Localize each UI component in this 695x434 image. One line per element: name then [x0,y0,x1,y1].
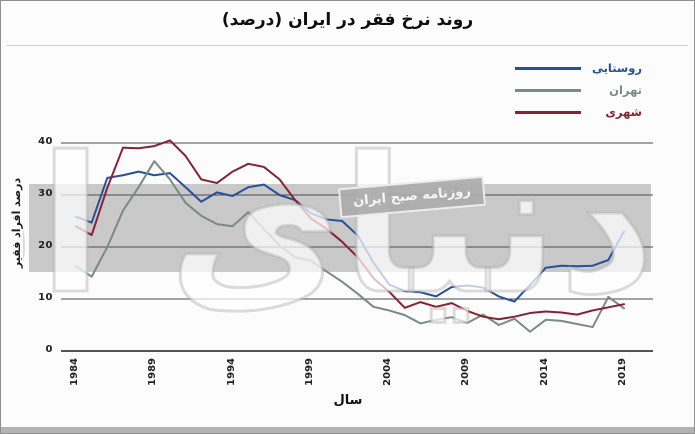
urban-line-swatch [515,110,581,114]
bottom-edge-strip [1,427,694,433]
legend-item-rural: روستایی [515,57,642,79]
series-line-1 [75,160,625,333]
legend-item-urban: شهری [515,101,642,123]
title-divider [7,45,688,46]
legend-item-tehran: تهران [515,79,642,101]
y-axis-title: درصد افراد فقیر [10,177,23,269]
series-line-0 [75,170,625,303]
x-axis-title: سال [333,393,363,408]
rural-line-swatch [515,66,581,70]
legend-label-tehran: تهران [609,83,642,97]
legend-label-urban: شهری [605,105,642,119]
tehran-line-swatch [515,88,581,92]
legend-label-rural: روستایی [591,61,642,75]
legend: روستایی تهران شهری [515,57,642,123]
chart-title: روند نرخ فقر در ایران (درصد) [221,10,474,30]
series-line-2 [75,139,625,321]
